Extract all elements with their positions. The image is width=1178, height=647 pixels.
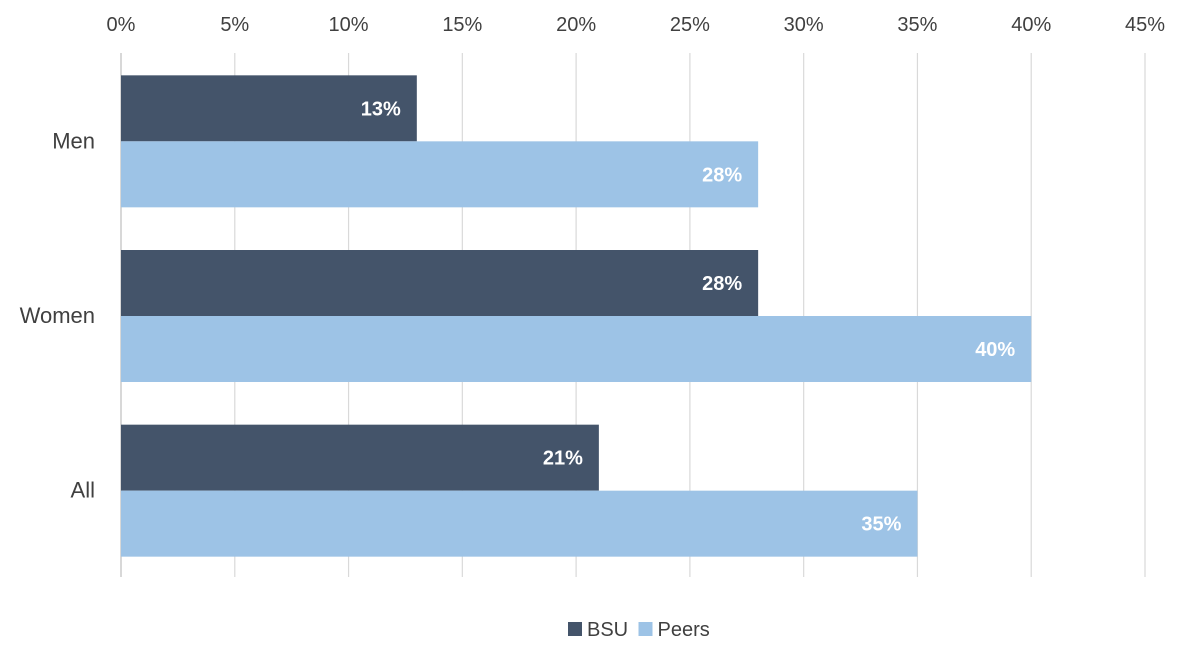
- category-label: Women: [20, 303, 95, 328]
- legend-label-bsu: BSU: [587, 619, 628, 641]
- x-tick-label: 25%: [670, 14, 710, 36]
- x-tick-label: 40%: [1011, 14, 1051, 36]
- bar-peers-men: [121, 141, 759, 208]
- legend-swatch-peers: [638, 622, 653, 636]
- category-label: Men: [52, 128, 95, 153]
- category-label: All: [71, 478, 95, 503]
- category-labels: Men Women All: [20, 128, 95, 502]
- data-label: 13%: [361, 98, 401, 120]
- data-label: 35%: [861, 514, 901, 536]
- bar-bsu-women: [121, 250, 759, 316]
- x-tick-label: 45%: [1125, 14, 1165, 36]
- x-tick-label: 10%: [329, 14, 369, 36]
- data-label: 28%: [702, 164, 742, 186]
- bar-bsu-all: [121, 424, 599, 491]
- legend-label-peers: Peers: [658, 619, 710, 641]
- x-tick-labels: 0% 5% 10% 15% 20% 25% 30% 35% 40% 45%: [107, 14, 1166, 36]
- x-tick-label: 0%: [107, 14, 136, 36]
- data-label: 28%: [702, 273, 742, 295]
- x-tick-label: 5%: [220, 14, 249, 36]
- bar-peers-all: [121, 490, 918, 557]
- bar-peers-women: [121, 316, 1032, 382]
- data-label: 21%: [543, 448, 583, 470]
- data-labels: 13% 28% 28% 40% 21% 35%: [361, 98, 1016, 535]
- bar-bsu-men: [121, 75, 417, 142]
- legend: BSU Peers: [568, 619, 710, 641]
- x-tick-label: 30%: [784, 14, 824, 36]
- x-tick-label: 20%: [556, 14, 596, 36]
- legend-swatch-bsu: [568, 622, 582, 636]
- data-label: 40%: [975, 339, 1015, 361]
- x-tick-label: 35%: [897, 14, 937, 36]
- x-tick-label: 15%: [442, 14, 482, 36]
- bars: [121, 75, 1032, 557]
